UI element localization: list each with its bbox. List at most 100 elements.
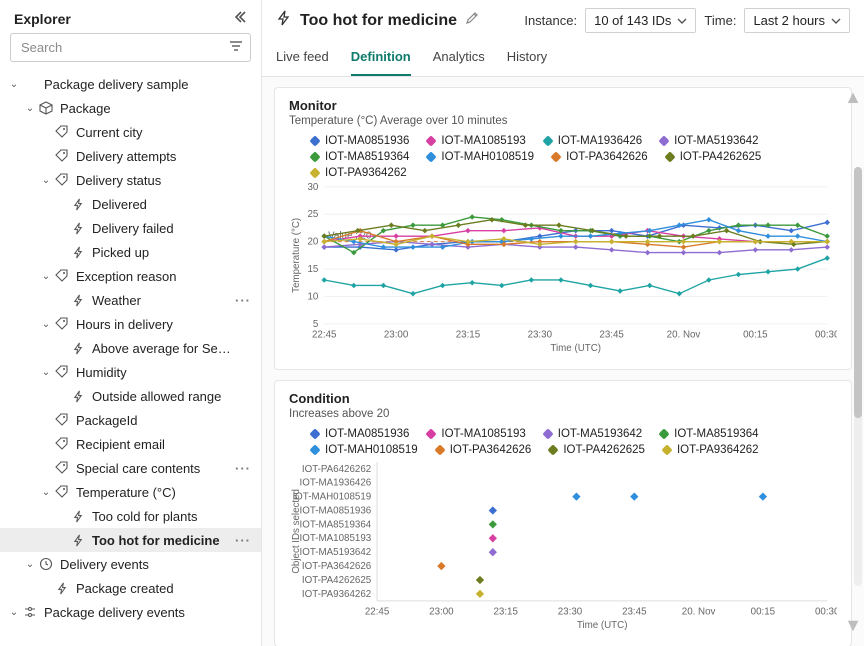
tree-item[interactable]: Too hot for medicine··· [0, 528, 261, 552]
legend-item[interactable]: IOT-MA0851936 [311, 135, 409, 147]
main-panel: Too hot for medicine Instance: 10 of 143… [262, 0, 864, 646]
tree-item-label: Temperature (°C) [76, 485, 231, 500]
scrollbar-thumb[interactable] [854, 167, 862, 418]
svg-text:15: 15 [307, 264, 318, 275]
tree-item[interactable]: Special care contents··· [0, 456, 261, 480]
tree-item-label: Delivery failed [92, 221, 231, 236]
chevron-icon: ⌄ [40, 319, 52, 330]
tag-icon [54, 365, 70, 379]
bolt-icon [70, 294, 86, 307]
legend-item[interactable]: IOT-PA9364262 [663, 444, 759, 456]
svg-text:23:30: 23:30 [528, 330, 553, 341]
tree-item-label: Recipient email [76, 437, 231, 452]
tree-item-label: Package delivery sample [44, 77, 231, 92]
legend-item[interactable]: IOT-PA3642626 [552, 151, 648, 163]
tree-item-label: Too cold for plants [92, 509, 231, 524]
tree-item[interactable]: ⌄Temperature (°C)··· [0, 480, 261, 504]
svg-text:00:15: 00:15 [751, 607, 776, 618]
legend-item[interactable]: IOT-MAH0108519 [311, 444, 418, 456]
tab-definition[interactable]: Definition [351, 41, 411, 76]
tree-item[interactable]: PackageId··· [0, 408, 261, 432]
legend-item[interactable]: IOT-MA5193642 [660, 135, 758, 147]
svg-text:30: 30 [307, 182, 318, 193]
bolt-icon [276, 10, 292, 31]
chevron-icon: ⌄ [8, 79, 20, 90]
monitor-chart: 5101520253022:4523:0023:1523:3023:4520. … [289, 179, 837, 355]
tree-item[interactable]: Delivery attempts··· [0, 144, 261, 168]
tree-item[interactable]: ⌄Package delivery sample··· [0, 72, 261, 96]
tree-item-label: Too hot for medicine [92, 533, 231, 548]
svg-text:IOT-MAH0108519: IOT-MAH0108519 [292, 492, 371, 503]
legend-item[interactable]: IOT-PA3642626 [436, 444, 532, 456]
content-scroll[interactable]: ▲ Monitor Temperature (°C) Average over … [262, 77, 864, 646]
legend-item[interactable]: IOT-MA1085193 [427, 428, 525, 440]
legend-item[interactable]: IOT-PA4262625 [666, 151, 762, 163]
filter-icon[interactable] [229, 39, 243, 56]
tree-item[interactable]: Current city··· [0, 120, 261, 144]
legend-item[interactable]: IOT-PA9364262 [311, 167, 407, 179]
tab-history[interactable]: History [507, 41, 547, 76]
svg-text:IOT-PA3642626: IOT-PA3642626 [302, 561, 371, 572]
collapse-sidebar-button[interactable] [233, 10, 247, 27]
sidebar-header: Explorer [0, 0, 261, 33]
legend-item[interactable]: IOT-MA5193642 [544, 428, 642, 440]
tree-item[interactable]: ⌄Delivery status··· [0, 168, 261, 192]
tree-item[interactable]: ⌄Exception reason··· [0, 264, 261, 288]
tab-live-feed[interactable]: Live feed [276, 41, 329, 76]
svg-text:Object IDs selected: Object IDs selected [291, 489, 302, 574]
time-selector[interactable]: Last 2 hours [744, 8, 850, 33]
tree-item[interactable]: Picked up··· [0, 240, 261, 264]
svg-text:IOT-MA1936426: IOT-MA1936426 [300, 478, 372, 489]
tree-item[interactable]: ⌄Humidity··· [0, 360, 261, 384]
legend-item[interactable]: IOT-MA1085193 [427, 135, 525, 147]
tree-item[interactable]: ⌄Package delivery events··· [0, 600, 261, 624]
tree-item[interactable]: Delivery failed··· [0, 216, 261, 240]
tree-item[interactable]: Package created··· [0, 576, 261, 600]
sidebar-search [10, 33, 251, 62]
svg-text:IOT-PA6426262: IOT-PA6426262 [302, 464, 371, 475]
main-header: Too hot for medicine Instance: 10 of 143… [262, 0, 864, 37]
tree-item[interactable]: ⌄Package··· [0, 96, 261, 120]
more-button[interactable]: ··· [231, 533, 255, 548]
monitor-title: Monitor [289, 98, 837, 113]
pencil-icon [465, 11, 479, 25]
condition-chart: IOT-PA6426262 IOT-MA1936426 IOT-MAH0108519… [289, 456, 837, 632]
legend-item[interactable]: IOT-PA4262625 [549, 444, 645, 456]
tree-item-label: Delivered [92, 197, 231, 212]
tree-item[interactable]: Too cold for plants··· [0, 504, 261, 528]
legend-item[interactable]: IOT-MA8519364 [660, 428, 758, 440]
tag-icon [54, 149, 70, 163]
edit-title-button[interactable] [465, 11, 479, 30]
tree-item-label: Humidity [76, 365, 231, 380]
more-button[interactable]: ··· [231, 293, 255, 308]
tree-item[interactable]: ⌄Hours in delivery··· [0, 312, 261, 336]
tab-analytics[interactable]: Analytics [433, 41, 485, 76]
instance-label: Instance: [524, 13, 577, 28]
explorer-tree: ⌄ Package delivery sample ··· ⌄Package···Cu… [0, 70, 261, 646]
scroll-down-icon[interactable]: ▼ [844, 615, 862, 636]
tree-item[interactable]: Above average for Seattle··· [0, 336, 261, 360]
svg-text:IOT-MA0851936: IOT-MA0851936 [300, 506, 372, 517]
legend-item[interactable]: IOT-MA8519364 [311, 151, 409, 163]
more-button[interactable]: ··· [231, 461, 255, 476]
instance-value: 10 of 143 IDs [594, 13, 671, 28]
legend-item[interactable]: IOT-MAH0108519 [427, 151, 534, 163]
legend-item[interactable]: IOT-MA1936426 [544, 135, 642, 147]
tree-item[interactable]: Weather··· [0, 288, 261, 312]
instance-selector[interactable]: 10 of 143 IDs [585, 8, 696, 33]
tree-item[interactable]: Outside allowed range··· [0, 384, 261, 408]
search-input[interactable] [10, 33, 251, 62]
tree-item[interactable]: ⌄Delivery events··· [0, 552, 261, 576]
svg-text:20: 20 [307, 237, 318, 248]
svg-text:IOT-PA4262625: IOT-PA4262625 [302, 575, 372, 586]
legend-item[interactable]: IOT-MA0851936 [311, 428, 409, 440]
scroll-up-icon[interactable]: ▲ [844, 87, 862, 108]
scrollbar[interactable] [854, 167, 862, 586]
chevron-icon: ⌄ [24, 559, 36, 570]
tag-icon [54, 461, 70, 475]
svg-text:IOT-PA9364262: IOT-PA9364262 [302, 589, 371, 600]
svg-text:Time (UTC): Time (UTC) [550, 343, 601, 354]
tree-item[interactable]: Delivered··· [0, 192, 261, 216]
svg-text:25: 25 [307, 209, 318, 220]
tree-item[interactable]: Recipient email··· [0, 432, 261, 456]
